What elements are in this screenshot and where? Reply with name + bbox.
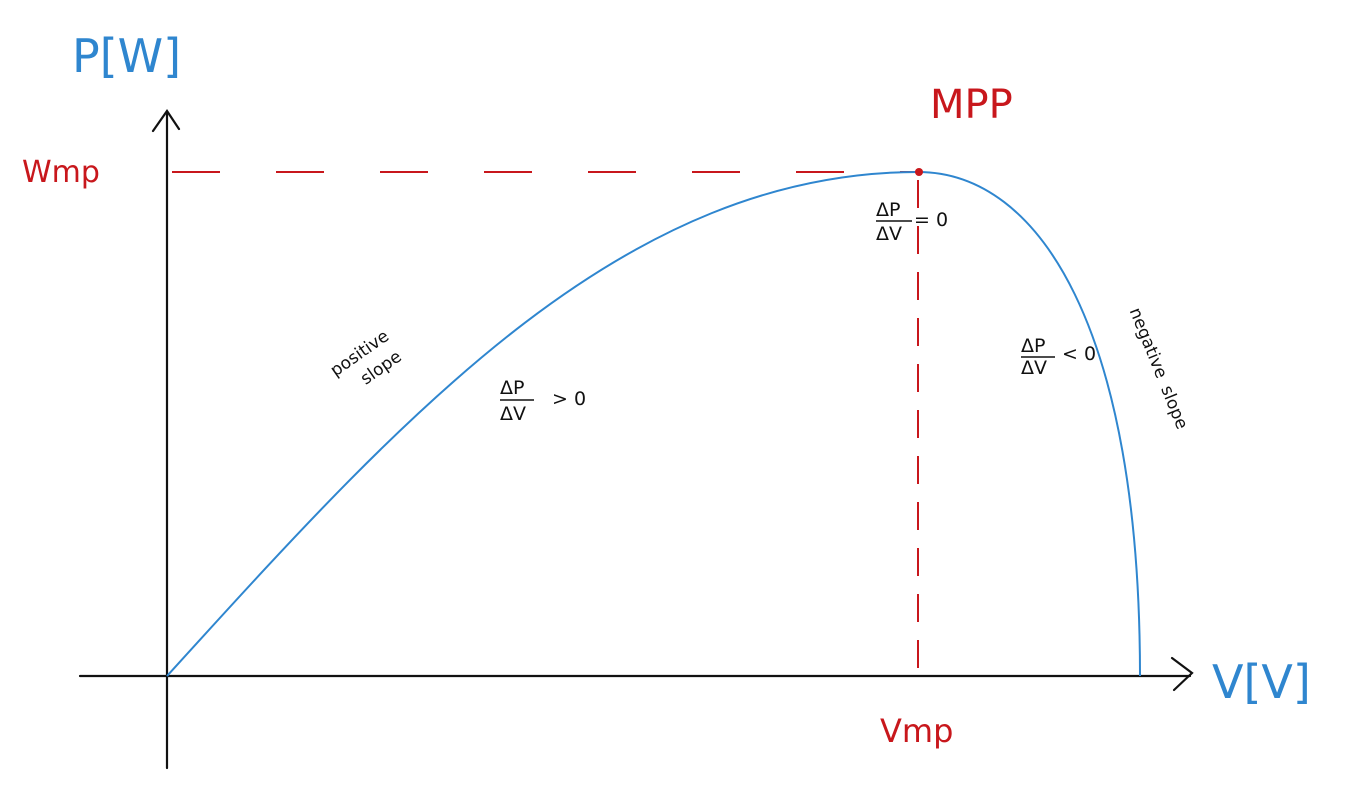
vmp-label: Vmp: [880, 712, 953, 750]
peak-condition: = 0: [914, 209, 948, 231]
left-condition: > 0: [552, 388, 586, 410]
positive-slope-note: positive slope: [327, 326, 406, 389]
mpp-label: MPP: [930, 82, 1013, 128]
mpp-reference-lines: [172, 171, 919, 676]
right-frac-numerator: ΔP: [1021, 335, 1045, 357]
right-condition: < 0: [1062, 343, 1096, 365]
left-derivative: ΔP ΔV > 0: [500, 377, 586, 425]
peak-frac-denominator: ΔV: [876, 223, 902, 245]
y-axis-label: P[W]: [72, 29, 181, 83]
left-frac-denominator: ΔV: [500, 403, 526, 425]
negative-slope-note: negative slope: [1125, 305, 1192, 432]
right-derivative: ΔP ΔV < 0: [1021, 335, 1096, 379]
x-axis-arrowhead: [1170, 656, 1194, 692]
negative-slope-word: negative: [1125, 305, 1171, 381]
y-axis-arrowhead: [151, 109, 181, 133]
power-voltage-curve: [166, 170, 1141, 677]
peak-frac-numerator: ΔP: [876, 199, 900, 221]
mpp-point: [915, 168, 923, 176]
x-axis-label: V[V]: [1212, 655, 1311, 709]
negative-slope-word-2: slope: [1156, 383, 1191, 432]
peak-derivative: ΔP ΔV = 0: [876, 199, 948, 245]
right-frac-denominator: ΔV: [1021, 357, 1047, 379]
left-frac-numerator: ΔP: [500, 377, 524, 399]
wmp-label: Wmp: [22, 155, 100, 190]
axes: [78, 109, 1194, 770]
